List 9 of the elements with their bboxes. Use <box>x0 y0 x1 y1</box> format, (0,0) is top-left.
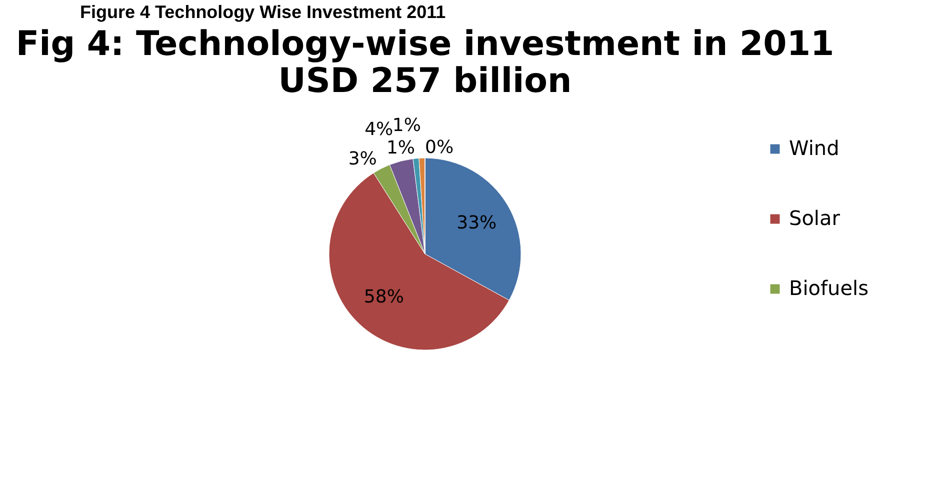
legend-label: Biofuels <box>789 276 869 300</box>
data-label: 58% <box>364 286 404 308</box>
text: 0% <box>425 137 454 158</box>
legend-label: Solar <box>789 206 841 230</box>
legend-label: Wind <box>789 136 840 160</box>
data-label: 1% <box>392 115 421 136</box>
data-label: 33% <box>456 212 497 234</box>
data-label: 3% <box>348 148 377 170</box>
caption: Figure 4 Technology Wise Investment 2011 <box>79 1 447 23</box>
